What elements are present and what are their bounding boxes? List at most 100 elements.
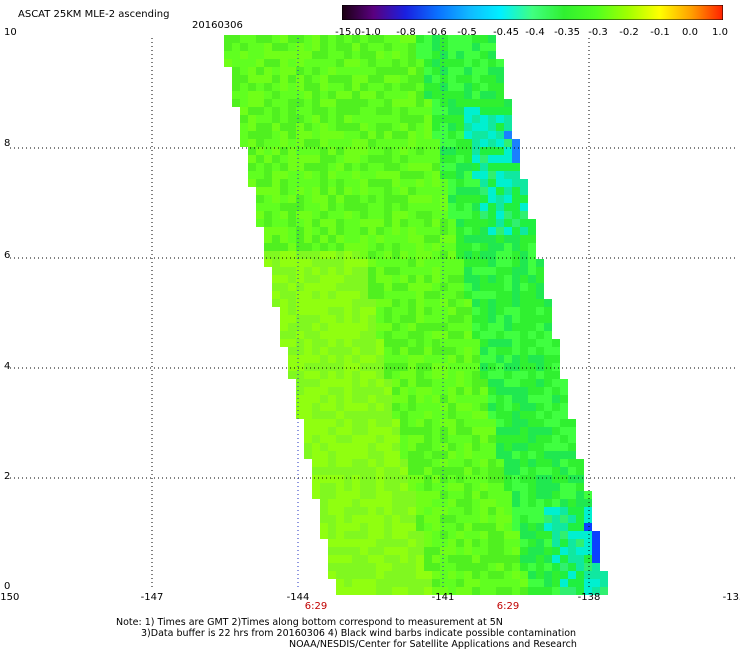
wind-cell — [448, 507, 456, 515]
wind-cell — [488, 587, 496, 595]
wind-cell — [408, 227, 416, 235]
wind-cell — [520, 563, 528, 571]
wind-cell — [568, 515, 576, 523]
wind-cell — [248, 75, 256, 83]
wind-cell — [408, 563, 416, 571]
wind-cell — [488, 35, 496, 43]
wind-cell — [344, 315, 352, 323]
wind-cell — [504, 371, 512, 379]
wind-cell — [488, 475, 496, 483]
wind-cell — [448, 67, 456, 75]
wind-cell — [504, 219, 512, 227]
wind-cell — [488, 403, 496, 411]
wind-cell — [544, 459, 552, 467]
wind-cell — [456, 307, 464, 315]
x-tick-label: -150 — [0, 592, 20, 603]
wind-cell — [368, 59, 376, 67]
wind-cell — [568, 579, 576, 587]
wind-cell — [336, 355, 344, 363]
wind-cell — [472, 67, 480, 75]
wind-cell — [416, 107, 424, 115]
wind-cell — [424, 307, 432, 315]
wind-cell — [328, 379, 336, 387]
wind-cell — [376, 35, 384, 43]
wind-cell — [296, 163, 304, 171]
wind-cell — [392, 107, 400, 115]
wind-cell — [512, 331, 520, 339]
wind-cell — [560, 507, 568, 515]
wind-cell — [424, 203, 432, 211]
wind-cell — [424, 587, 432, 595]
wind-cell — [488, 467, 496, 475]
wind-cell — [584, 499, 592, 507]
wind-cell — [504, 587, 512, 595]
wind-cell — [304, 163, 312, 171]
wind-cell — [264, 219, 272, 227]
wind-cell — [424, 459, 432, 467]
wind-cell — [320, 131, 328, 139]
wind-cell — [432, 187, 440, 195]
wind-cell — [512, 315, 520, 323]
y-tick-label: 8 — [4, 138, 11, 149]
wind-cell — [544, 507, 552, 515]
wind-cell — [440, 219, 448, 227]
wind-cell — [352, 419, 360, 427]
wind-cell — [448, 203, 456, 211]
wind-cell — [480, 427, 488, 435]
wind-cell — [320, 451, 328, 459]
wind-cell — [456, 355, 464, 363]
wind-cell — [472, 187, 480, 195]
wind-cell — [464, 563, 472, 571]
wind-cell — [288, 371, 296, 379]
wind-cell — [576, 523, 584, 531]
wind-cell — [384, 427, 392, 435]
wind-cell — [480, 451, 488, 459]
wind-cell — [280, 203, 288, 211]
wind-cell — [320, 475, 328, 483]
wind-cell — [488, 195, 496, 203]
wind-cell — [504, 291, 512, 299]
wind-cell — [456, 339, 464, 347]
wind-cell — [480, 211, 488, 219]
wind-cell — [416, 571, 424, 579]
wind-cell — [344, 363, 352, 371]
wind-cell — [424, 331, 432, 339]
wind-cell — [416, 523, 424, 531]
wind-cell — [440, 179, 448, 187]
wind-cell — [312, 299, 320, 307]
wind-cell — [352, 115, 360, 123]
wind-cell — [576, 579, 584, 587]
wind-cell — [328, 227, 336, 235]
wind-cell — [384, 411, 392, 419]
wind-cell — [512, 483, 520, 491]
wind-cell — [496, 315, 504, 323]
wind-cell — [480, 59, 488, 67]
wind-cell — [352, 371, 360, 379]
wind-cell — [424, 419, 432, 427]
wind-cell — [480, 291, 488, 299]
wind-cell — [384, 83, 392, 91]
wind-cell — [520, 475, 528, 483]
wind-cell — [400, 203, 408, 211]
wind-cell — [600, 571, 608, 579]
wind-cell — [304, 155, 312, 163]
wind-cell — [560, 563, 568, 571]
wind-cell — [360, 99, 368, 107]
colorbar-label: -0.2 — [619, 27, 639, 38]
wind-cell — [344, 219, 352, 227]
wind-cell — [304, 379, 312, 387]
wind-cell — [392, 243, 400, 251]
wind-cell — [288, 115, 296, 123]
wind-cell — [344, 499, 352, 507]
wind-cell — [400, 51, 408, 59]
wind-cell — [544, 339, 552, 347]
wind-cell — [416, 507, 424, 515]
wind-cell — [432, 155, 440, 163]
wind-cell — [376, 251, 384, 259]
wind-cell — [488, 427, 496, 435]
wind-cell — [432, 43, 440, 51]
wind-cell — [424, 323, 432, 331]
wind-cell — [440, 267, 448, 275]
wind-cell — [504, 299, 512, 307]
wind-cell — [440, 451, 448, 459]
